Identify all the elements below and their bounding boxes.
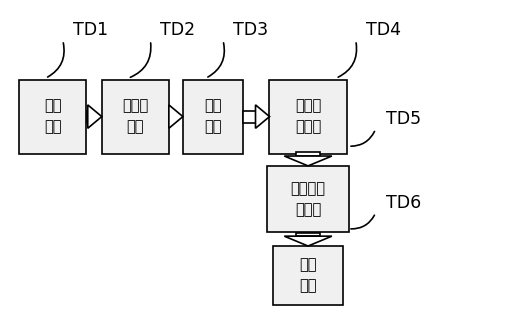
Bar — [102, 80, 169, 153]
Polygon shape — [88, 105, 102, 128]
Text: 调度
主站: 调度 主站 — [299, 258, 317, 294]
Bar — [267, 166, 350, 232]
Polygon shape — [284, 236, 332, 246]
Bar — [273, 246, 343, 305]
Bar — [183, 80, 243, 153]
Text: TD4: TD4 — [366, 21, 401, 39]
Bar — [19, 80, 86, 153]
Bar — [243, 111, 256, 122]
Polygon shape — [256, 105, 269, 128]
Text: 主站数据
网设备: 主站数据 网设备 — [291, 181, 326, 217]
Text: 远动
装置: 远动 装置 — [44, 99, 61, 135]
Text: TD2: TD2 — [160, 21, 196, 39]
Bar — [296, 233, 320, 236]
Bar — [87, 111, 88, 122]
Text: 通信
设备: 通信 设备 — [204, 99, 222, 135]
Polygon shape — [284, 156, 332, 166]
Bar — [296, 152, 320, 156]
Text: TD6: TD6 — [386, 194, 421, 212]
Text: 数据网
设备: 数据网 设备 — [122, 99, 148, 135]
Bar — [269, 80, 347, 153]
Text: TD5: TD5 — [386, 110, 421, 128]
Polygon shape — [169, 105, 183, 128]
Text: TD3: TD3 — [233, 21, 268, 39]
Text: 主站通
信设备: 主站通 信设备 — [295, 99, 321, 135]
Text: TD1: TD1 — [73, 21, 108, 39]
